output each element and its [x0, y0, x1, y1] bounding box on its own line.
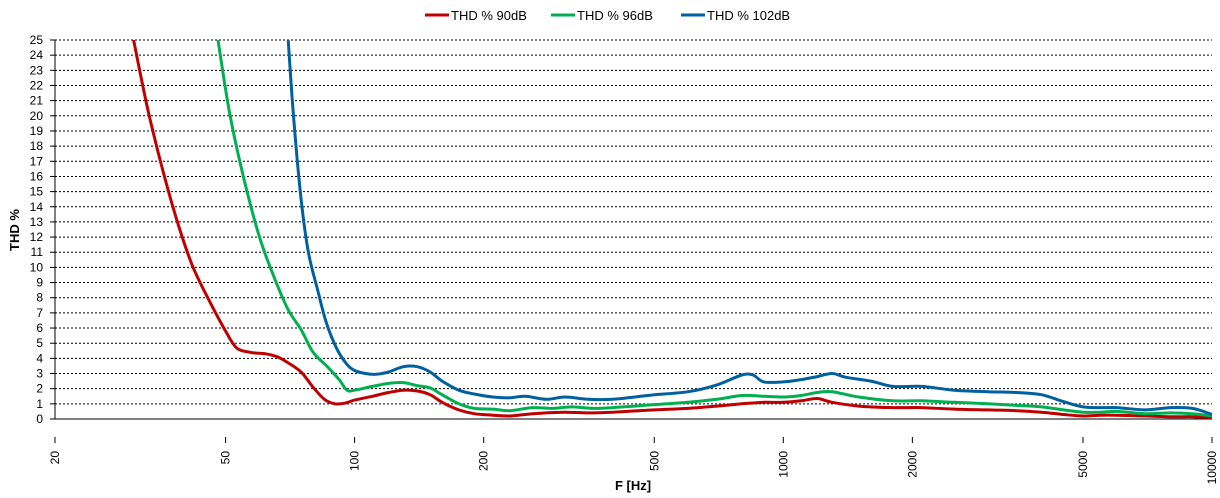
y-tick-label: 22 — [30, 78, 44, 92]
y-tick-label: 0 — [36, 412, 43, 426]
series-line-2 — [216, 40, 1212, 418]
y-tick-label: 12 — [30, 230, 44, 244]
y-tick-label: 8 — [36, 291, 43, 305]
y-tick-label: 11 — [31, 245, 44, 259]
legend: THD % 90dB THD % 96dB THD % 102dB — [425, 8, 790, 23]
x-axis-title: F [Hz] — [615, 478, 651, 493]
y-tick-label: 20 — [30, 109, 44, 123]
y-tick-label: 3 — [36, 367, 43, 381]
y-tick-labels: 0123456789101112131415161718192021222324… — [30, 33, 44, 426]
x-tick-label: 5000 — [1076, 451, 1090, 478]
y-tick-label: 5 — [36, 336, 43, 350]
x-tick-label: 50 — [219, 451, 233, 465]
y-tick-label: 13 — [30, 215, 44, 229]
y-tick-label: 14 — [30, 200, 44, 214]
y-tick-label: 7 — [36, 306, 43, 320]
y-tick-label: 21 — [30, 94, 44, 108]
y-tick-label: 25 — [30, 33, 44, 47]
y-tick-label: 24 — [30, 48, 44, 62]
y-tick-label: 18 — [30, 139, 44, 153]
y-tick-label: 17 — [30, 154, 44, 168]
y-tick-label: 23 — [30, 63, 44, 77]
x-tick-label: 500 — [647, 451, 661, 471]
y-tick-label: 2 — [36, 382, 43, 396]
x-tick-label: 20 — [48, 451, 62, 465]
grid-lines — [50, 39, 1212, 420]
legend-label-1: THD % 90dB — [451, 8, 527, 23]
y-axis-title: THD % — [7, 209, 22, 251]
y-tick-label: 19 — [30, 124, 44, 138]
y-tick-label: 16 — [30, 169, 44, 183]
series-line-3 — [286, 40, 1212, 416]
x-tick-label: 2000 — [905, 451, 919, 478]
legend-label-3: THD % 102dB — [707, 8, 790, 23]
x-tick-label: 10000 — [1205, 451, 1219, 485]
legend-label-2: THD % 96dB — [577, 8, 653, 23]
axes — [54, 40, 1213, 443]
y-tick-label: 4 — [36, 351, 43, 365]
series-line-1 — [132, 40, 1212, 419]
y-tick-label: 1 — [36, 397, 43, 411]
series-lines — [132, 40, 1212, 419]
y-tick-label: 10 — [30, 260, 44, 274]
x-tick-label: 1000 — [776, 451, 790, 478]
y-tick-label: 9 — [36, 276, 43, 290]
x-tick-label: 100 — [348, 451, 362, 471]
y-tick-label: 15 — [30, 185, 44, 199]
x-tick-label: 200 — [477, 451, 491, 471]
x-tick-labels: 20 50 100 200 500 1000 2000 5000 10000 — [48, 451, 1219, 485]
y-tick-label: 6 — [36, 321, 43, 335]
